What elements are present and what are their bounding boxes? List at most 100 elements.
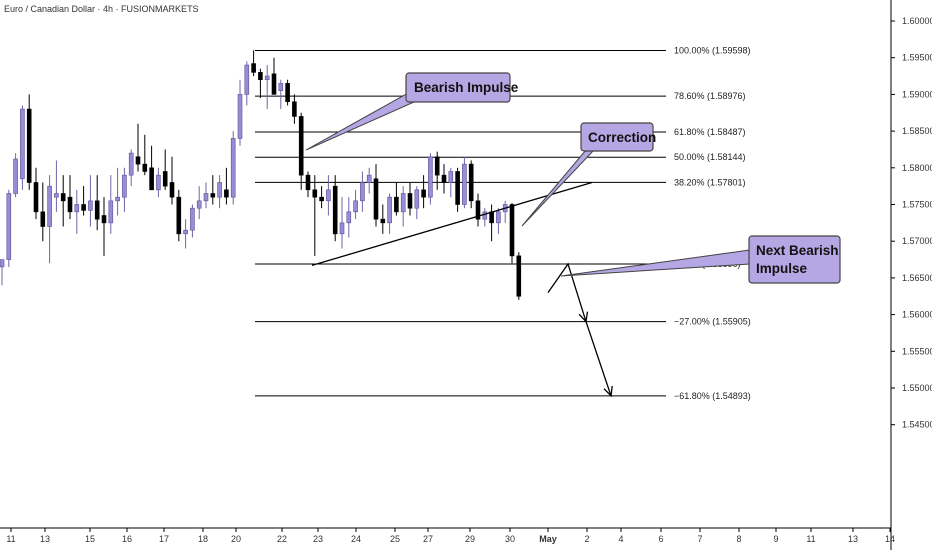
candle [448, 167, 454, 198]
candle [428, 153, 433, 205]
candle [224, 167, 229, 205]
candle-body [81, 204, 86, 211]
candle [122, 167, 127, 212]
candle-body [142, 163, 148, 172]
y-tick-label: 1.57500 [902, 200, 932, 210]
x-tick-label: 13 [848, 534, 858, 544]
candle [251, 50, 256, 77]
x-tick-label: 8 [736, 534, 741, 544]
candle-body [475, 200, 481, 220]
candle [135, 123, 141, 172]
candle [47, 175, 52, 264]
candle [421, 175, 426, 209]
x-tick-label: 9 [773, 534, 778, 544]
candle [407, 182, 413, 216]
candle [332, 175, 338, 242]
candle [81, 186, 86, 216]
candle [380, 204, 386, 234]
x-tick-label: 7 [697, 534, 702, 544]
candle-body [251, 63, 256, 73]
x-tick-label: 20 [231, 534, 241, 544]
candle-body [305, 174, 311, 191]
x-tick-label: 11 [6, 534, 15, 544]
candle-body [6, 193, 12, 260]
candle [462, 156, 467, 209]
x-tick-label: 13 [40, 534, 50, 544]
candle [203, 182, 209, 209]
candle [258, 68, 263, 99]
candle [115, 167, 120, 216]
candle-body [183, 229, 188, 235]
candle [339, 197, 345, 249]
y-tick-label: 1.57000 [902, 236, 932, 246]
candle-body [373, 178, 379, 220]
candle [496, 208, 501, 234]
candle-body [244, 64, 250, 95]
candle-body [496, 211, 501, 224]
callout-next-bearish-text-1: Next Bearish [756, 243, 839, 258]
candle-body [230, 138, 236, 198]
y-tick-label: 1.59000 [902, 89, 932, 99]
candle-body [122, 174, 127, 198]
candle [373, 164, 379, 227]
candle [0, 259, 5, 286]
x-tick-label: 16 [122, 534, 132, 544]
candle-body [156, 174, 161, 191]
fib-level-label: 78.60% (1.58976) [674, 91, 746, 101]
fib-level-label: −27.00% (1.55905) [674, 317, 751, 327]
candle-body [414, 189, 420, 209]
candle-body [441, 174, 447, 183]
x-tick-label: May [539, 534, 557, 544]
fib-level-label: 50.00% (1.58144) [674, 152, 746, 162]
callout-bearish-impulse[interactable]: Bearish Impulse [305, 72, 519, 151]
candle-body [237, 94, 243, 139]
candle [353, 189, 358, 220]
x-tick-label: 25 [390, 534, 400, 544]
y-tick-label: 1.58500 [902, 126, 932, 136]
candle-body [516, 255, 522, 297]
candle [162, 149, 168, 190]
callout-correction[interactable]: Correction [521, 122, 656, 227]
candle [40, 182, 46, 242]
callout-next-bearish-impulse[interactable]: Next Bearish Impulse [560, 235, 841, 284]
candle-body [421, 189, 426, 198]
candle [88, 175, 93, 227]
candle [6, 189, 12, 267]
candle-body [135, 156, 141, 165]
x-tick-label: 14 [885, 534, 895, 544]
candle-body [67, 196, 73, 213]
y-tick-label: 1.55000 [902, 383, 932, 393]
candle [210, 175, 216, 205]
fib-level-label: 100.00% (1.59598) [674, 46, 751, 56]
candle-body [210, 193, 216, 198]
candle [169, 156, 175, 205]
x-tick-label: 6 [658, 534, 663, 544]
candle [468, 160, 474, 209]
candle-body [74, 204, 80, 213]
candle-body [400, 193, 406, 213]
candle [441, 164, 447, 194]
chart-header-title: Euro / Canadian Dollar · 4h · FUSIONMARK… [4, 4, 199, 14]
candle [13, 153, 18, 198]
y-tick-label: 1.54500 [902, 420, 932, 430]
candle-body [319, 196, 324, 202]
candle-body [88, 200, 93, 211]
candle-body [468, 163, 474, 202]
candle [271, 57, 277, 95]
candle-body [0, 259, 5, 268]
candle-body [271, 73, 277, 95]
candle-body [162, 171, 168, 187]
candle-body [434, 156, 440, 176]
time-axis-ticks: 11 13 15 16 17 18 20 22 23 24 25 27 29 30 May 2 4 6 7 8 9 11 1… [6, 528, 895, 544]
y-tick-label: 1.60000 [902, 16, 932, 26]
candle-body [54, 193, 59, 198]
callout-next-bearish-text-2: Impulse [756, 261, 808, 276]
projection-path [547, 262, 613, 398]
candle [176, 189, 182, 242]
candle [128, 149, 134, 187]
callout-bearish-impulse-text: Bearish Impulse [414, 80, 519, 95]
candle-body [13, 158, 18, 194]
candle-body [128, 152, 134, 176]
candle-body [203, 193, 209, 202]
